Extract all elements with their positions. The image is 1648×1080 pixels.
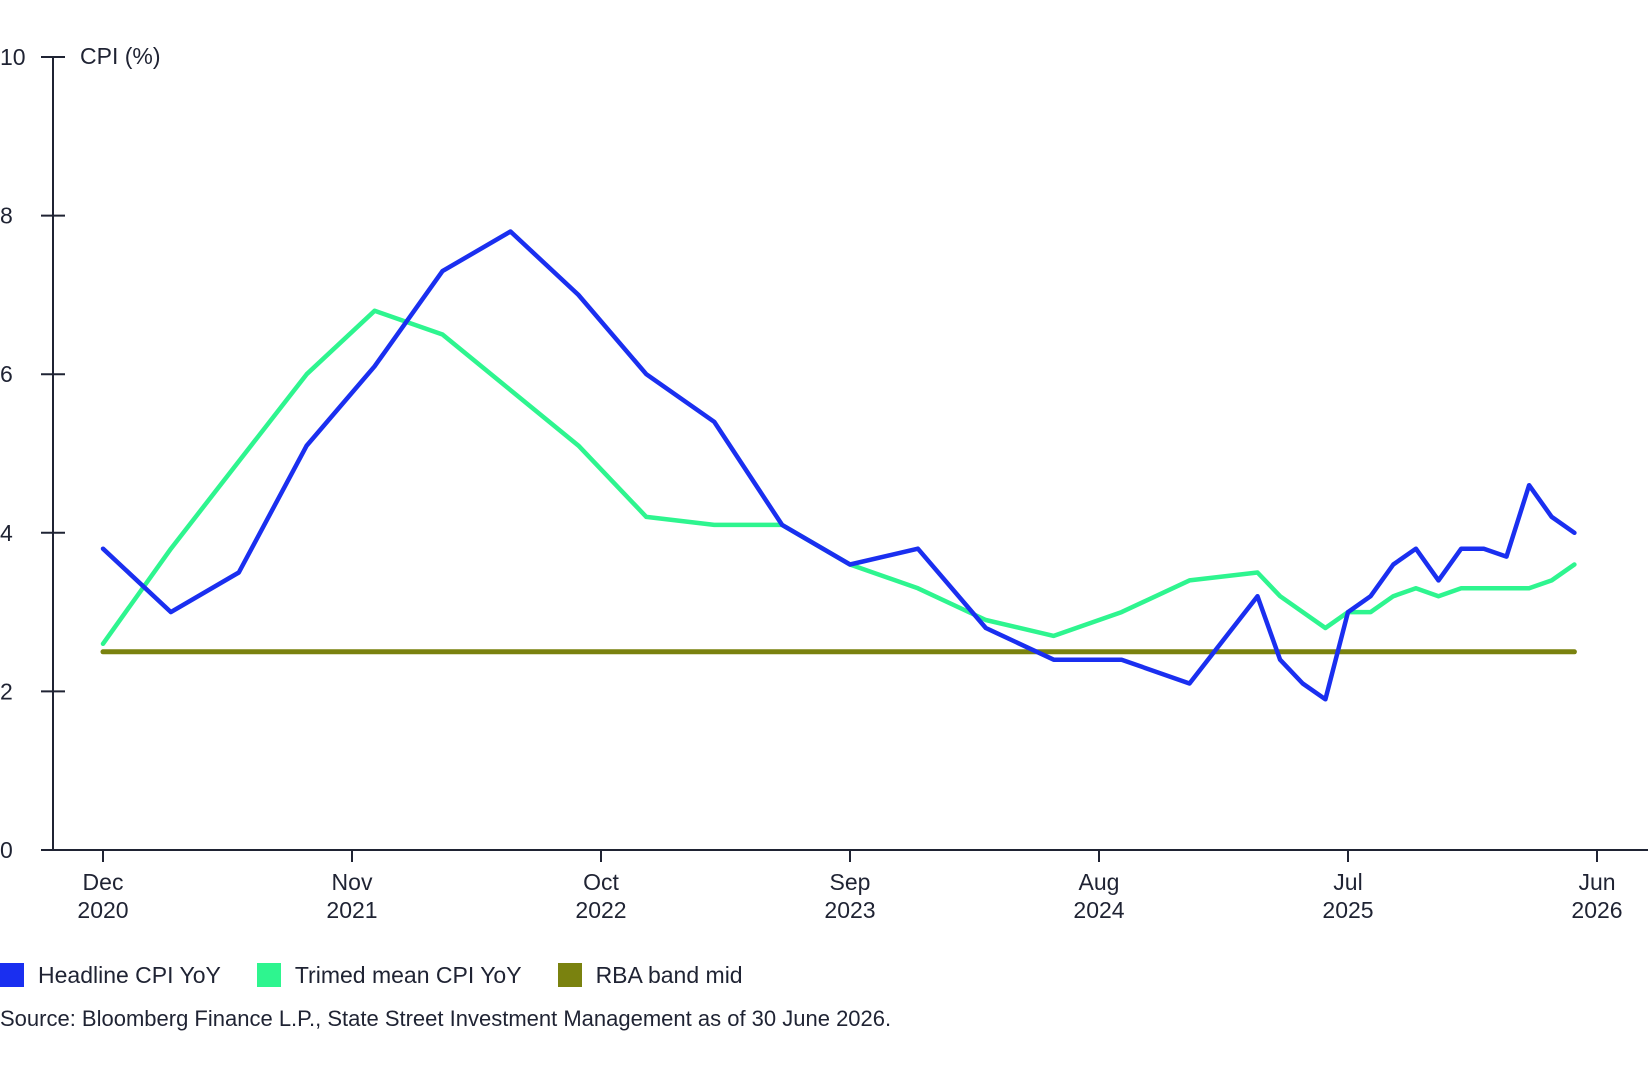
x-axis: Dec2020Nov2021Oct2022Sep2023Aug2024Jul20… bbox=[53, 849, 1648, 923]
y-tick-label: 2 bbox=[0, 678, 13, 704]
legend-swatch-headline bbox=[0, 963, 24, 987]
legend-label-trimmed-mean: Trimed mean CPI YoY bbox=[294, 961, 522, 988]
x-tick-label-year: 2020 bbox=[77, 897, 128, 923]
y-tick-label: 0 bbox=[0, 837, 13, 863]
series-trimmed-mean-cpi bbox=[100, 308, 1577, 647]
x-tick-label-month: Dec bbox=[83, 869, 124, 895]
x-tick-label-month: Jun bbox=[1578, 869, 1615, 895]
legend-label-rba-band-mid: RBA band mid bbox=[595, 961, 743, 988]
legend-label-headline: Headline CPI YoY bbox=[38, 961, 221, 988]
legend-item-headline: Headline CPI YoY bbox=[0, 962, 221, 989]
y-axis-title: CPI (%) bbox=[80, 43, 161, 69]
x-tick-label-year: 2026 bbox=[1571, 897, 1622, 923]
legend-swatch-trimmed-mean bbox=[256, 963, 281, 987]
x-tick-label-year: 2022 bbox=[575, 897, 626, 923]
legend-item-trimmed-mean: Trimed mean CPI YoY bbox=[256, 961, 522, 989]
x-tick-label-year: 2025 bbox=[1322, 897, 1373, 923]
x-tick-label-month: Aug bbox=[1079, 869, 1120, 895]
y-tick-label: 4 bbox=[0, 520, 13, 546]
y-tick-label: 6 bbox=[0, 361, 13, 387]
x-tick-label-month: Nov bbox=[332, 869, 373, 895]
series-headline-cpi bbox=[100, 229, 1577, 702]
legend: Headline CPI YoY Trimed mean CPI YoY RBA… bbox=[0, 957, 779, 993]
y-tick-label: 10 bbox=[0, 44, 26, 70]
x-tick-label-year: 2024 bbox=[1073, 897, 1124, 923]
x-tick-label-year: 2023 bbox=[824, 897, 875, 923]
x-tick-label-year: 2021 bbox=[326, 897, 377, 923]
y-axis: 0 2 4 6 8 10 bbox=[0, 44, 65, 863]
legend-item-rba-band-mid: RBA band mid bbox=[557, 961, 743, 989]
x-tick-label-month: Jul bbox=[1333, 869, 1362, 895]
source-note: Source: Bloomberg Finance L.P., State St… bbox=[0, 1006, 892, 1031]
y-tick-label: 8 bbox=[0, 203, 13, 229]
x-tick-label-month: Sep bbox=[830, 869, 871, 895]
x-tick-label-month: Oct bbox=[583, 869, 619, 895]
series-layer bbox=[100, 229, 1577, 702]
legend-swatch-rba-band-mid bbox=[557, 963, 582, 987]
